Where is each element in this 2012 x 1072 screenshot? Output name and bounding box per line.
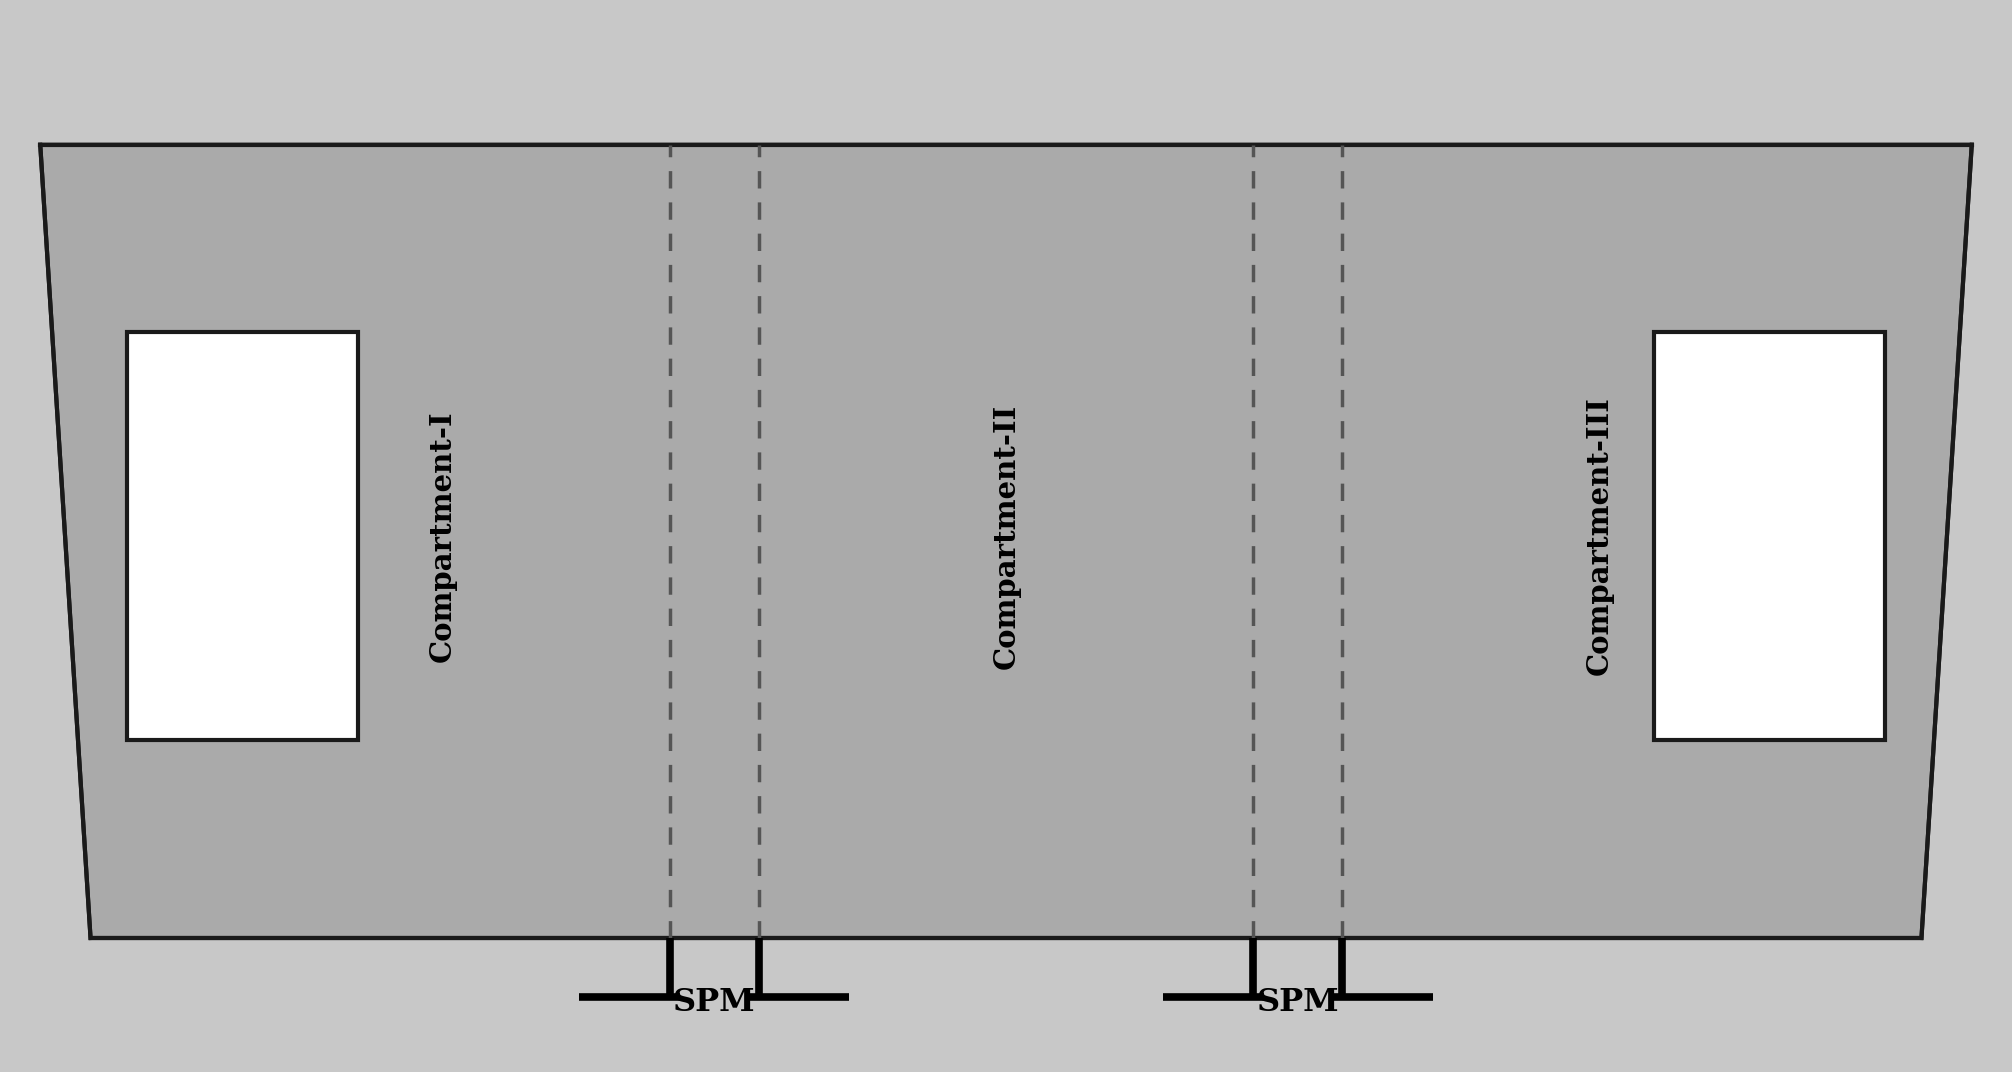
- Polygon shape: [40, 145, 1972, 938]
- Text: Compartment-III: Compartment-III: [1585, 397, 1614, 675]
- Text: Compartment-II: Compartment-II: [992, 403, 1020, 669]
- Bar: [1654, 332, 1885, 740]
- Text: SPM: SPM: [672, 987, 757, 1017]
- Text: Compartment-I: Compartment-I: [429, 411, 457, 661]
- Text: SPM: SPM: [1255, 987, 1340, 1017]
- Bar: [127, 332, 358, 740]
